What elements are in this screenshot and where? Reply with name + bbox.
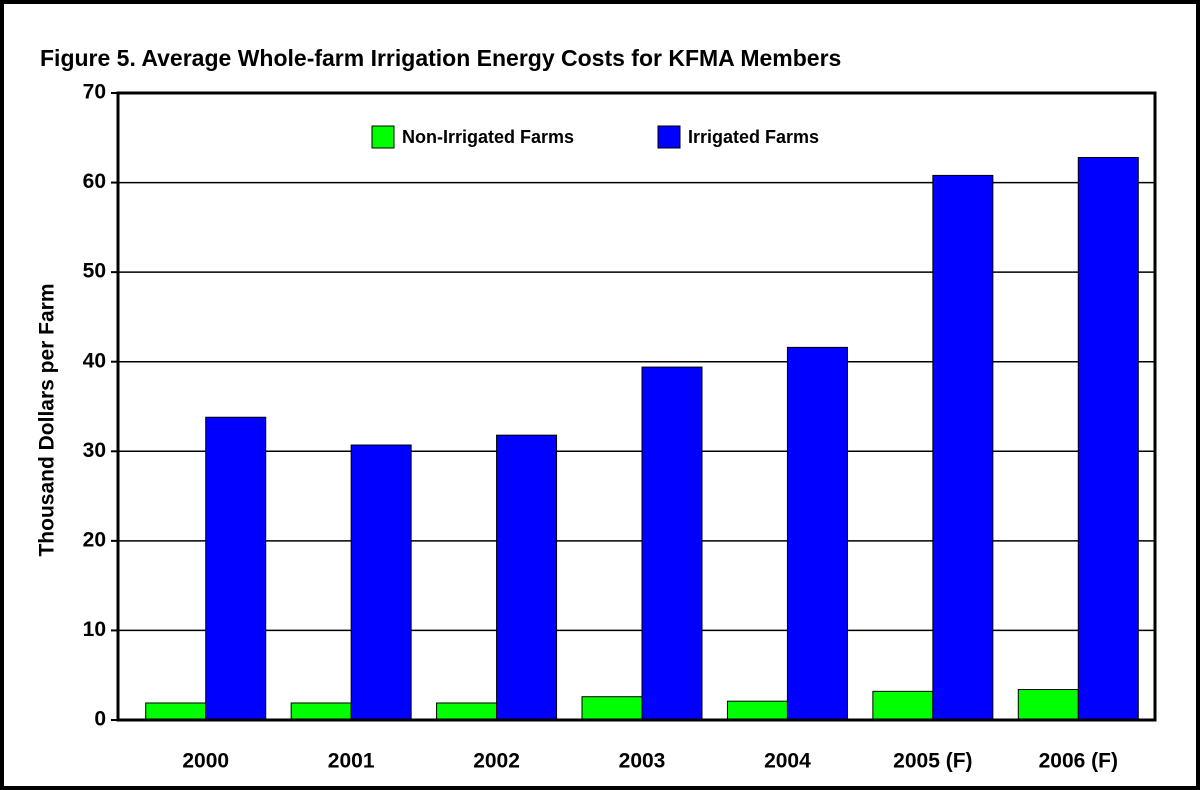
y-axis-label: Thousand Dollars per Farm (36, 283, 59, 556)
bar (581, 696, 643, 721)
bar (872, 690, 934, 721)
chart-title: Figure 5. Average Whole-farm Irrigation … (40, 45, 841, 71)
bar (205, 416, 267, 721)
bar (1017, 689, 1079, 721)
legend-label: Non-Irrigated Farms (402, 127, 574, 147)
y-tick-label: 40 (83, 349, 106, 372)
bar (290, 702, 352, 721)
x-tick-label: 2005 (F) (893, 750, 972, 773)
bar (496, 434, 558, 721)
bar (641, 366, 703, 721)
x-tick-label: 2000 (182, 750, 229, 773)
x-tick-label: 2002 (473, 750, 520, 773)
legend-label: Irrigated Farms (688, 127, 819, 147)
y-tick-label: 70 (83, 81, 106, 104)
y-tick-label: 20 (83, 528, 106, 551)
y-tick-label: 50 (83, 260, 106, 283)
x-tick-label: 2001 (328, 750, 375, 773)
bar (726, 700, 788, 721)
bar (436, 702, 498, 721)
y-tick-label: 60 (83, 170, 106, 193)
plot-border (116, 91, 1157, 722)
bar (350, 444, 412, 721)
legend-swatch (371, 125, 395, 149)
y-tick-label: 30 (83, 439, 106, 462)
x-tick-label: 2003 (619, 750, 666, 773)
bar (145, 702, 207, 721)
y-tick-label: 10 (83, 618, 106, 641)
x-tick-label: 2006 (F) (1039, 750, 1118, 773)
bar (786, 346, 848, 721)
legend-swatch (657, 125, 681, 149)
bar (932, 174, 994, 721)
y-tick-label: 0 (94, 708, 106, 731)
bar (1077, 156, 1139, 721)
x-tick-label: 2004 (764, 750, 811, 773)
